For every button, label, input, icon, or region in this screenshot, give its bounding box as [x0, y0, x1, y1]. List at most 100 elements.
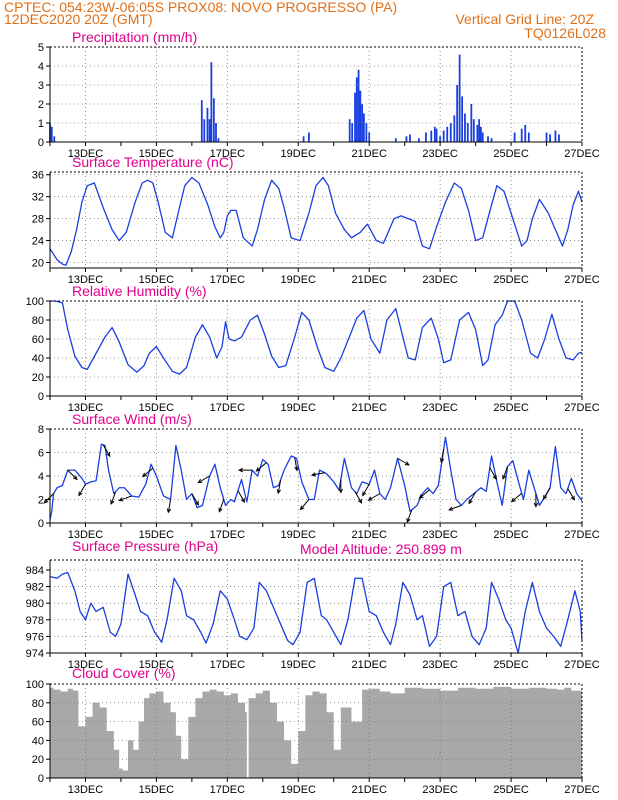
- x-tick-label: 25DEC: [493, 659, 529, 671]
- x-tick-label: 21DEC: [351, 148, 387, 160]
- precip-bar: [464, 113, 466, 142]
- header-run-time: 12DEC2020 20Z (GMT): [4, 11, 153, 27]
- wind-arrow-head: [492, 475, 497, 481]
- precip-bar: [549, 134, 551, 142]
- wind-arrow-head: [406, 517, 411, 524]
- wind-arrow: [489, 467, 497, 480]
- x-tick-label: 23DEC: [422, 274, 458, 286]
- cloud-panel: Cloud Cover (%) 0 20 40 60 80 100 13DEC 15DEC 17D…: [26, 665, 600, 796]
- x-tick-label: 15DEC: [139, 148, 175, 160]
- precip-bar: [476, 124, 479, 142]
- precip-bar: [206, 107, 209, 142]
- cloud-cover-area: [50, 686, 582, 778]
- rh-title: Relative Humidity (%): [72, 283, 207, 299]
- precip-bar: [487, 136, 489, 142]
- precip-bar: [520, 128, 523, 142]
- wind-title: Surface Wind (m/s): [72, 411, 192, 427]
- precip-bar: [417, 138, 420, 142]
- x-tick-label: 13DEC: [68, 529, 104, 541]
- precip-bar: [200, 100, 203, 142]
- wind-arrow-head: [255, 467, 261, 472]
- x-tick-label: 13DEC: [68, 402, 104, 414]
- x-tick-label: 19DEC: [281, 148, 317, 160]
- x-tick-label: 27DEC: [564, 402, 600, 414]
- x-tick-label: 23DEC: [422, 659, 458, 671]
- precip-bar: [442, 130, 445, 142]
- y-tick-label: 40: [32, 353, 44, 365]
- wind-arrow: [191, 493, 199, 506]
- precip-bar: [478, 119, 481, 142]
- x-tick-label: 17DEC: [210, 274, 246, 286]
- wind-arrow-head: [276, 489, 282, 495]
- wind-series-line: [49, 436, 583, 520]
- y-tick-label: 20: [32, 258, 44, 270]
- precip-panel: Precipitation (mm/h) 0 1 2 3 4 5 13DEC 15DEC 17DE…: [38, 29, 600, 160]
- y-tick-label: 0: [38, 518, 44, 530]
- wind-arrow-head: [240, 497, 246, 503]
- wind-arrow: [567, 488, 575, 501]
- temp-panel: Surface Temperature (nC) 20 24 28 32 36 13DEC 1…: [32, 154, 600, 286]
- precip-bar: [458, 54, 461, 142]
- wind-arrow: [511, 492, 523, 502]
- precip-bar: [302, 136, 305, 142]
- wind-arrow-head: [106, 452, 111, 458]
- x-tick-label: 23DEC: [422, 148, 458, 160]
- wind-panel: Surface Wind (m/s) 0 2 4 6 8 13DEC 15DEC 17DEC 19…: [38, 411, 600, 541]
- x-tick-label: 25DEC: [493, 274, 529, 286]
- wind-arrow: [78, 483, 86, 496]
- x-tick-label: 27DEC: [564, 659, 600, 671]
- header-location: CPTEC: 054:23W-06:05S PROX08: NOVO PROGR…: [4, 0, 397, 15]
- x-tick-label: 19DEC: [281, 402, 317, 414]
- temp-series-line: [49, 176, 583, 266]
- x-tick-label: 23DEC: [422, 529, 458, 541]
- x-tick-label: 13DEC: [68, 274, 104, 286]
- precip-bar: [425, 132, 427, 142]
- wind-arrow-head: [166, 508, 172, 514]
- pressure-title: Surface Pressure (hPa): [72, 538, 218, 554]
- wind-arrow: [311, 472, 325, 476]
- y-tick-label: 0: [38, 391, 44, 403]
- x-tick-label: 21DEC: [351, 402, 387, 414]
- precip-bar: [308, 132, 310, 142]
- model-altitude-label: Model Altitude: 250.899 m: [300, 541, 462, 557]
- wind-arrow-head: [439, 458, 445, 464]
- precip-bar: [348, 119, 351, 142]
- y-tick-label: 100: [26, 296, 44, 308]
- wind-arrow-head: [570, 495, 575, 501]
- wind-arrow-head: [367, 496, 373, 501]
- wind-arrow-head: [118, 497, 124, 502]
- cloud-title: Cloud Cover (%): [72, 665, 175, 681]
- wind-arrow-head: [338, 488, 344, 494]
- x-tick-label: 21DEC: [351, 784, 387, 796]
- precip-bar: [545, 132, 548, 142]
- wind-arrow: [419, 489, 430, 499]
- precip-bar: [461, 96, 464, 142]
- y-tick-label: 4: [38, 61, 44, 73]
- precip-title: Precipitation (mm/h): [72, 29, 197, 45]
- precip-bar: [357, 69, 360, 142]
- precip-bar: [354, 92, 356, 142]
- precip-bar: [446, 126, 449, 142]
- wind-arrow: [300, 499, 310, 510]
- y-tick-label: 0: [38, 137, 44, 149]
- wind-arrow: [354, 491, 362, 504]
- x-tick-label: 15DEC: [139, 274, 175, 286]
- precip-bar: [449, 123, 452, 142]
- x-tick-label: 15DEC: [139, 659, 175, 671]
- wind-arrow: [502, 466, 508, 479]
- precip-bar: [470, 104, 473, 142]
- wind-arrow: [167, 499, 172, 513]
- y-tick-label: 974: [26, 648, 44, 660]
- x-tick-label: 25DEC: [493, 402, 529, 414]
- x-tick-label: 27DEC: [564, 529, 600, 541]
- y-tick-label: 60: [32, 334, 44, 346]
- wind-arrow-head: [357, 498, 363, 504]
- wind-arrow: [277, 480, 282, 494]
- precip-bar: [359, 90, 362, 142]
- wind-arrow-head: [510, 497, 516, 503]
- x-tick-label: 19DEC: [281, 659, 317, 671]
- wind-arrow-head: [194, 500, 199, 506]
- wind-arrow: [440, 449, 445, 463]
- rh-panel: Relative Humidity (%) 0 20 40 60 80 100 13DEC 15…: [26, 283, 600, 414]
- x-tick-label: 19DEC: [281, 529, 317, 541]
